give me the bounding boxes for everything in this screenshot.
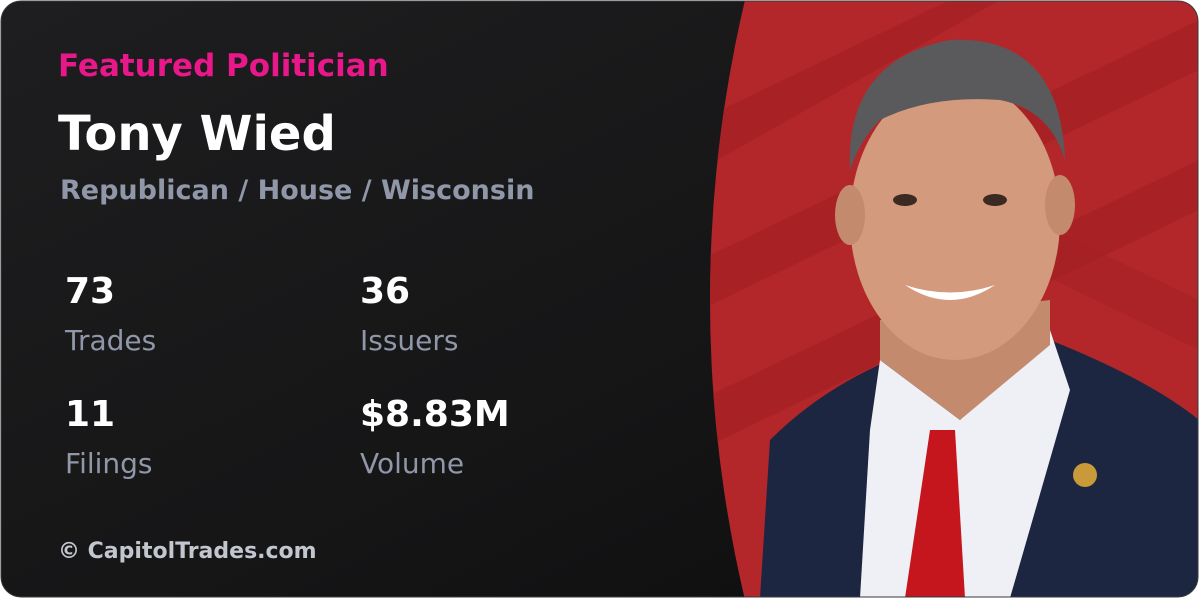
stat-value: 11 <box>65 394 115 435</box>
footer-credit: © CapitolTrades.com <box>58 539 317 564</box>
stat-label: Filings <box>65 447 153 480</box>
stat-label: Trades <box>64 324 156 357</box>
politician-name: Tony Wied <box>58 106 336 162</box>
politician-affiliation: Republican / House / Wisconsin <box>60 175 534 206</box>
stat-value: $8.83M <box>360 394 510 435</box>
stat-value: 36 <box>360 271 410 312</box>
stat-label: Issuers <box>360 324 459 357</box>
politician-photo <box>710 1 1198 597</box>
stat-value: 73 <box>65 271 115 312</box>
stats-grid: 73 Trades 36 Issuers 11 Filings $8.83M Volume <box>64 271 510 480</box>
stat-label: Volume <box>360 447 464 480</box>
featured-label: Featured Politician <box>58 48 389 84</box>
